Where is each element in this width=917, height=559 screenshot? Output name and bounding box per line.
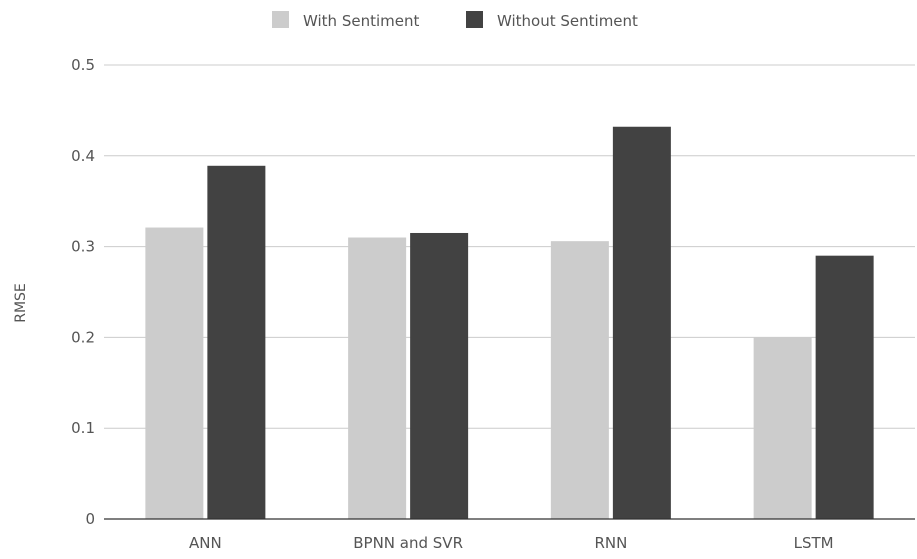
y-axis-ticks: 0 0.1 0.2 0.3 0.4 0.5 (71, 56, 95, 528)
bar-lstm-with-sentiment (753, 337, 812, 519)
bar-bpnn-and-svr-with-sentiment (348, 237, 407, 519)
y-tick-label: 0.3 (71, 238, 95, 256)
legend-swatch (466, 11, 483, 28)
y-tick-label: 0.4 (71, 147, 95, 165)
x-category-label: RNN (594, 534, 627, 552)
y-tick-label: 0.1 (71, 419, 95, 437)
x-axis-categories: ANN BPNN and SVR RNN LSTM (189, 534, 834, 552)
bar-rnn-with-sentiment (550, 241, 609, 520)
x-category-label: ANN (189, 534, 222, 552)
bar-rnn-without-sentiment (612, 126, 671, 519)
x-category-label: LSTM (794, 534, 834, 552)
bar-bpnn-and-svr-without-sentiment (410, 232, 469, 520)
bar-ann-with-sentiment (145, 227, 204, 520)
bars (145, 126, 874, 520)
x-category-label: BPNN and SVR (353, 534, 463, 552)
y-tick-label: 0 (85, 510, 95, 528)
bar-ann-without-sentiment (207, 165, 266, 519)
y-tick-label: 0.5 (71, 56, 95, 74)
y-axis-title: RMSE (13, 283, 29, 323)
legend: With Sentiment Without Sentiment (272, 11, 638, 30)
legend-label: Without Sentiment (497, 12, 638, 30)
bar-lstm-without-sentiment (815, 255, 874, 519)
y-tick-label: 0.2 (71, 328, 95, 346)
legend-label: With Sentiment (303, 12, 419, 30)
legend-swatch (272, 11, 289, 28)
